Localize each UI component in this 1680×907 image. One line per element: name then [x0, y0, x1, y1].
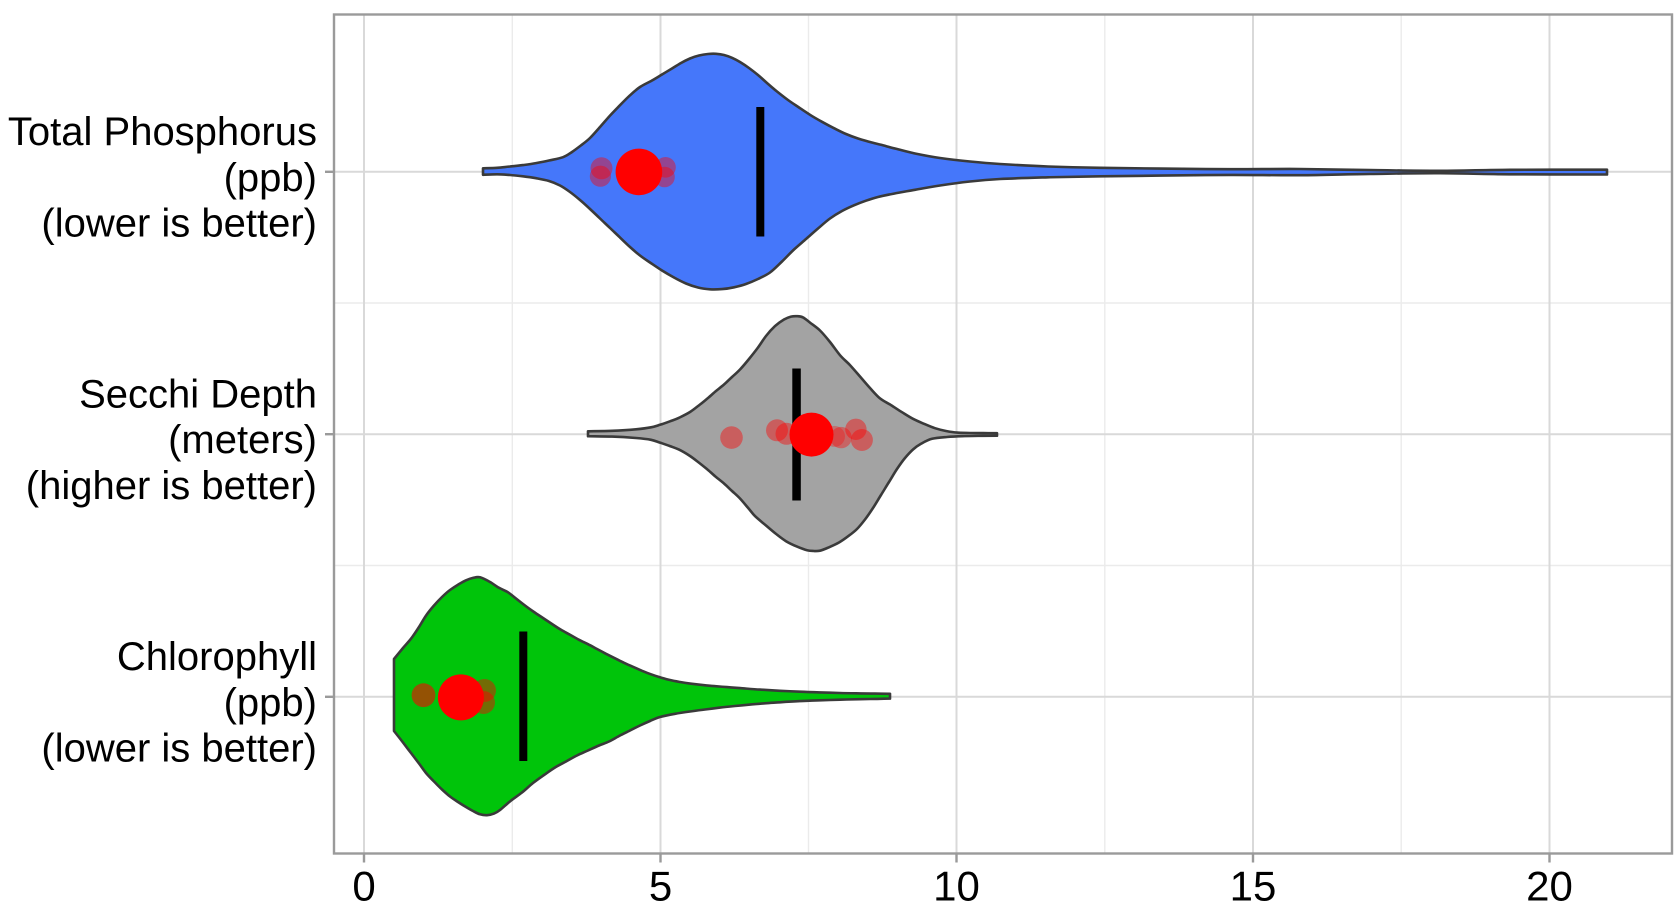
svg-text:(lower is better): (lower is better)	[41, 727, 317, 771]
svg-text:5: 5	[649, 863, 672, 907]
svg-text:Total Phosphorus: Total Phosphorus	[8, 110, 317, 154]
svg-text:0: 0	[352, 863, 375, 907]
svg-text:(ppb): (ppb)	[224, 156, 317, 200]
svg-text:(meters): (meters)	[168, 418, 317, 462]
svg-text:10: 10	[933, 863, 980, 907]
svg-text:20: 20	[1526, 863, 1573, 907]
svg-text:Chlorophyll: Chlorophyll	[117, 635, 317, 679]
svg-text:(higher is better): (higher is better)	[26, 464, 317, 508]
svg-text:15: 15	[1230, 863, 1277, 907]
svg-text:(lower is better): (lower is better)	[41, 202, 317, 246]
svg-text:(ppb): (ppb)	[224, 681, 317, 725]
svg-text:Secchi Depth: Secchi Depth	[79, 372, 317, 416]
